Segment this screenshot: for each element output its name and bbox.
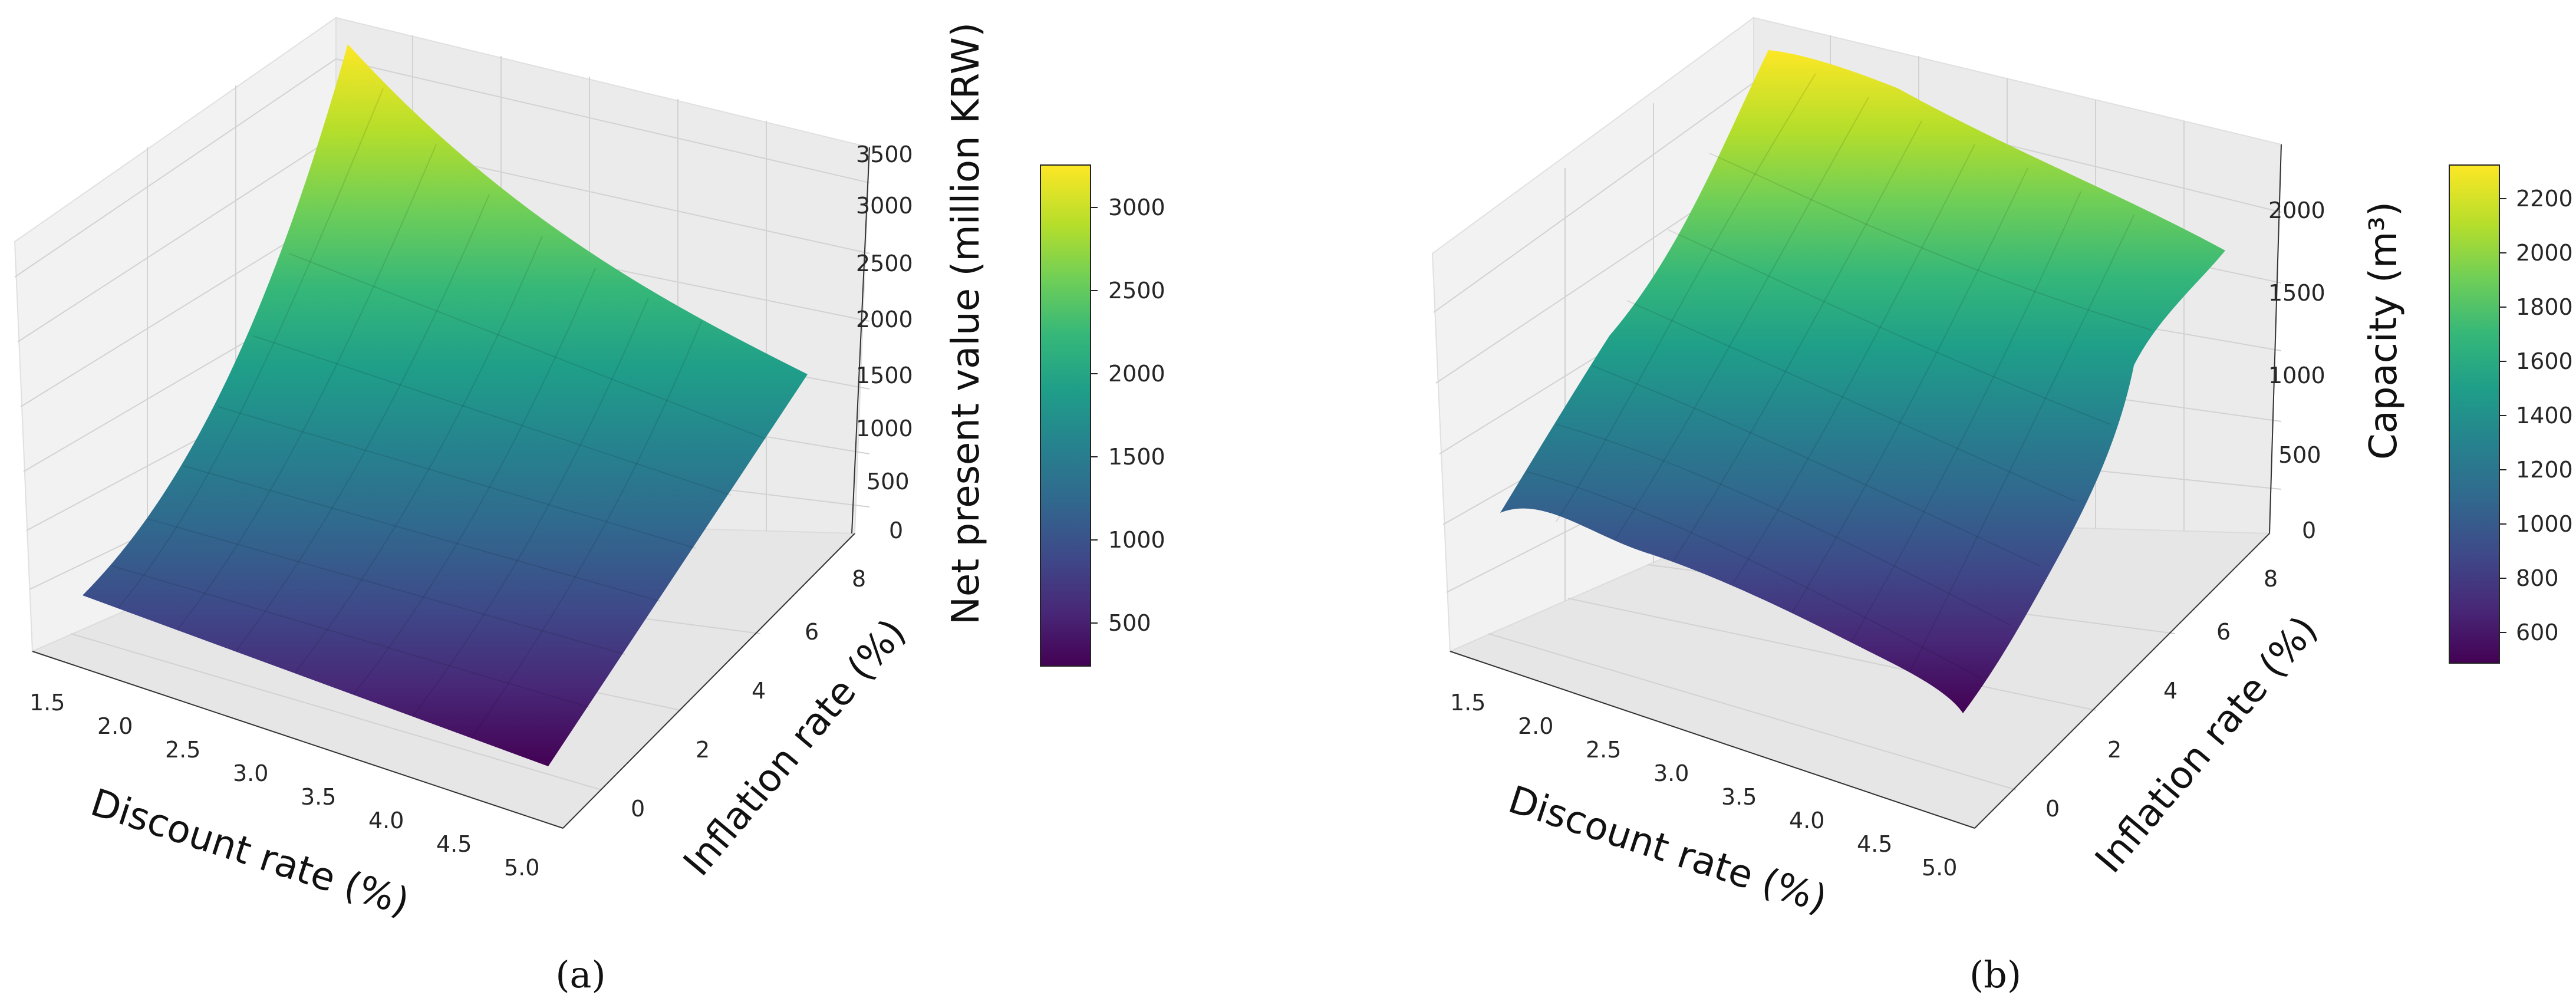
panel-a-x-tick: 4.0 — [368, 808, 404, 833]
panel-a-z-tick: 1000 — [856, 416, 913, 441]
panel-b-y-tick: 8 — [2264, 566, 2278, 592]
panel-a-x-tick: 3.5 — [301, 784, 336, 810]
panel-b-x-tick: 2.0 — [1518, 713, 1553, 739]
panel-b-z-label: Capacity (m³) — [2362, 202, 2406, 460]
panel-b-z-tick: 2000 — [2268, 197, 2325, 223]
panel-a-x-tick: 4.5 — [436, 831, 472, 857]
panel-b-z-tick: 1500 — [2268, 280, 2325, 306]
panel-a-z-tick: 3500 — [856, 141, 913, 167]
panel-b-x-tick: 4.5 — [1857, 831, 1892, 857]
panel-b-colorbar-label: 1200 — [2516, 457, 2573, 483]
panel-a-x-tick: 2.0 — [97, 713, 133, 739]
panel-a-y-tick: 4 — [752, 678, 766, 704]
panel-b-colorbar-label: 1800 — [2516, 294, 2573, 320]
panel-b-z-tick: 1000 — [2268, 363, 2325, 388]
panel-b-surface — [1500, 50, 2225, 713]
panel-b-x-label: Discount rate (%) — [1503, 778, 1832, 922]
panel-b-z-axis: 0 500 1000 1500 2000 — [2268, 144, 2325, 543]
panel-b-x-axis: 1.5 2.0 2.5 3.0 3.5 4.0 4.5 5.0 — [1450, 651, 1975, 881]
panel-b-x-tick: 5.0 — [1922, 855, 1957, 881]
panel-b-y-axis: 0 2 4 6 8 — [1974, 533, 2278, 829]
panel-a-z-tick: 500 — [867, 469, 910, 495]
panel-a-x-tick: 1.5 — [29, 690, 65, 716]
panel-a-colorbar-label: 2000 — [1108, 361, 1165, 387]
panel-a-z-tick: 3000 — [856, 193, 913, 219]
panel-a-y-tick: 6 — [805, 619, 819, 645]
panel-a-surface-mesh — [111, 88, 767, 739]
panel-a-x-axis: 1.5 2.0 2.5 3.0 3.5 4.0 4.5 5.0 — [29, 651, 564, 881]
panel-b-colorbar-label: 600 — [2516, 620, 2559, 645]
panel-a-z-tick: 1500 — [856, 363, 913, 388]
panel-a-y-axis: 0 2 4 6 8 — [562, 533, 866, 829]
panel-a-x-tick: 3.0 — [233, 760, 268, 786]
panel-b-x-tick: 4.0 — [1789, 808, 1824, 833]
panel-b-z-tick: 0 — [2302, 518, 2316, 543]
panel-a-colorbar-label: 1000 — [1108, 527, 1165, 553]
panel-a: 0 500 1000 1500 2000 2500 3000 3500 Net … — [14, 17, 1165, 996]
panel-a-z-label: Net present value (million KRW) — [944, 22, 988, 625]
panel-b-colorbar-label: 2000 — [2516, 240, 2573, 266]
panel-a-z-tick: 2500 — [856, 251, 913, 276]
panel-b-y-tick: 4 — [2163, 678, 2178, 704]
panel-b-colorbar-ticks — [2499, 198, 2506, 633]
panel-a-x-tick: 2.5 — [165, 737, 200, 763]
panel-a-colorbar-label: 1500 — [1108, 444, 1165, 470]
panel-b: 0 500 1000 1500 2000 Capacity (m³) 1.5 2… — [1431, 17, 2573, 996]
panel-a-colorbar-label: 500 — [1108, 610, 1151, 636]
panel-b-colorbar — [2449, 164, 2500, 664]
panel-b-y-tick: 6 — [2216, 619, 2231, 645]
panel-b-colorbar-label: 1400 — [2516, 403, 2573, 429]
panel-a-surface — [83, 44, 808, 766]
panel-b-x-tick: 3.5 — [1721, 784, 1757, 810]
panel-a-colorbar-label: 3000 — [1108, 195, 1165, 220]
panel-a-caption: (a) — [555, 953, 605, 996]
panel-b-colorbar-label: 1000 — [2516, 511, 2573, 537]
panel-b-y-tick: 2 — [2107, 737, 2122, 763]
panel-a-x-label: Discount rate (%) — [85, 781, 414, 925]
panel-a-x-tick: 5.0 — [504, 855, 539, 881]
panel-a-colorbar-label: 2500 — [1108, 278, 1165, 304]
panel-a-z-axis: 0 500 1000 1500 2000 2500 3000 3500 — [851, 141, 913, 543]
panel-b-caption: (b) — [1969, 953, 2021, 996]
panel-b-x-tick: 1.5 — [1450, 690, 1485, 716]
panel-b-colorbar-label: 2200 — [2516, 186, 2573, 212]
panel-b-colorbar-label: 800 — [2516, 565, 2559, 591]
panel-b-z-tick: 500 — [2278, 442, 2321, 468]
panel-a-y-tick: 8 — [852, 566, 866, 592]
panel-b-y-tick: 0 — [2045, 796, 2060, 822]
panel-a-z-tick: 0 — [889, 518, 903, 543]
panel-b-surface-mesh — [1526, 73, 2152, 678]
panel-a-colorbar-ticks — [1091, 207, 1098, 624]
panel-b-colorbar-label: 1600 — [2516, 348, 2573, 374]
panel-a-y-tick: 0 — [631, 796, 645, 822]
panel-b-x-tick: 3.0 — [1653, 760, 1689, 786]
panel-b-x-tick: 2.5 — [1586, 737, 1621, 763]
panel-a-colorbar — [1040, 164, 1091, 667]
panel-a-z-tick: 2000 — [856, 307, 913, 332]
panel-a-y-tick: 2 — [696, 737, 710, 763]
